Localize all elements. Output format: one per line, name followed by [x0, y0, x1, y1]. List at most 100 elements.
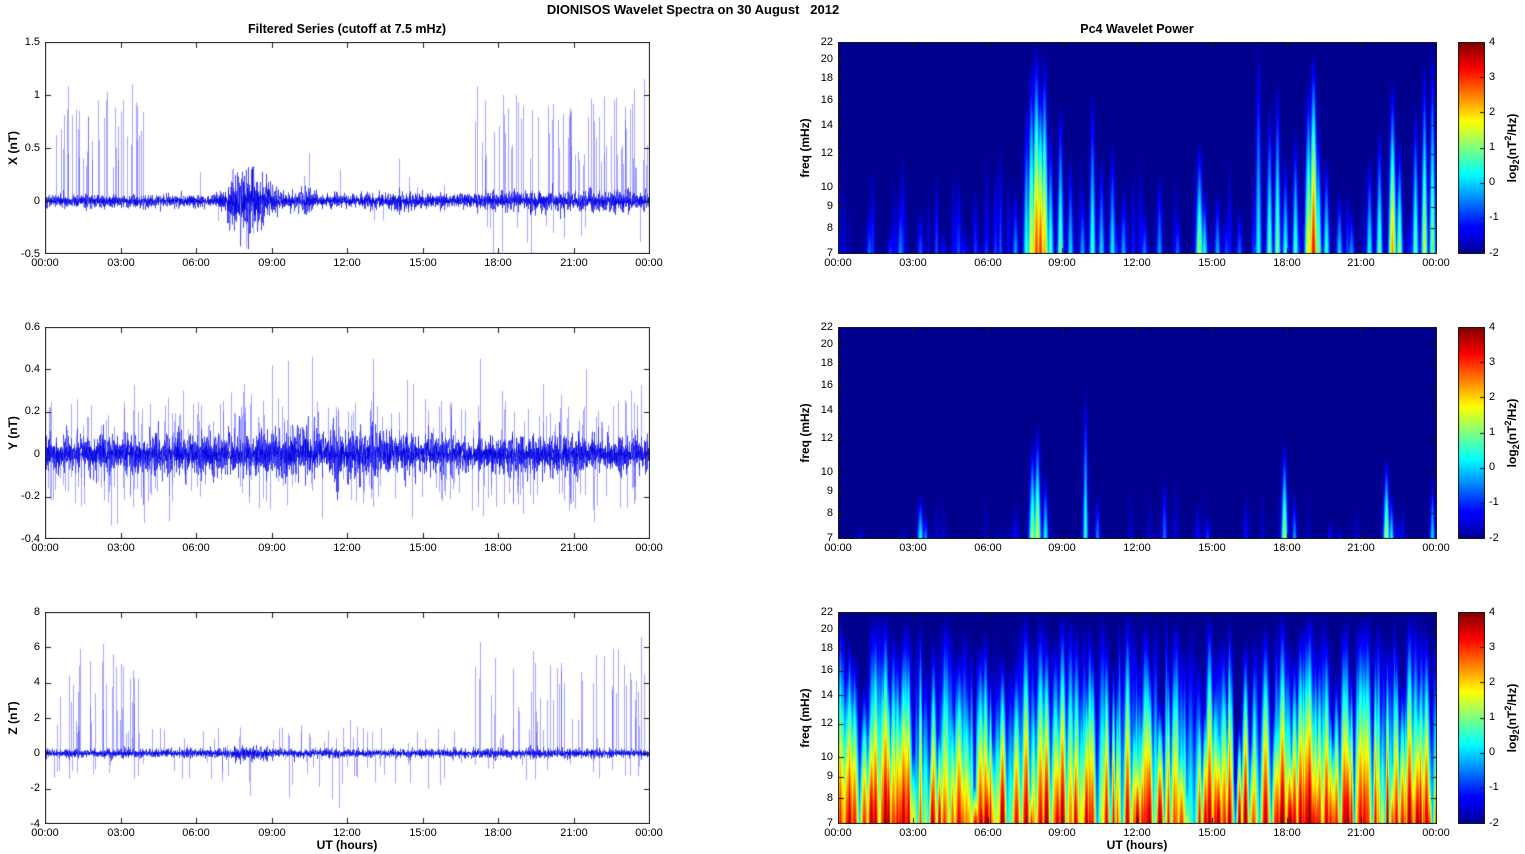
- x-tick-label: 06:00: [182, 827, 210, 839]
- y-tick-label: 4: [33, 676, 40, 689]
- x-tick-label: 06:00: [974, 542, 1002, 554]
- x-tick-label: 00:00: [824, 827, 852, 839]
- y-tick-label: 16: [820, 94, 833, 107]
- y-tick-label: 22: [820, 605, 833, 618]
- z-filtered-series-canvas: [45, 612, 650, 824]
- y-tick-label: 2: [33, 711, 40, 724]
- x-tick-label: 03:00: [899, 257, 927, 269]
- colorbar-tick-label: 2: [1489, 675, 1496, 688]
- panel-z-wavelet-power: [838, 612, 1437, 824]
- y-tick-label: 1: [33, 88, 40, 101]
- x-tick-label: 21:00: [560, 827, 588, 839]
- x-tick-label: 00:00: [635, 542, 663, 554]
- x-tick-label: 00:00: [824, 542, 852, 554]
- y-tick-label: 18: [820, 72, 833, 85]
- x-tick-label: 06:00: [182, 542, 210, 554]
- x-tick-label: 12:00: [1123, 827, 1151, 839]
- y-tick-label: 9: [826, 200, 833, 213]
- x-tick-label: 09:00: [1048, 827, 1076, 839]
- colorbar-tick-label: 4: [1489, 320, 1496, 333]
- y-tick-label: 18: [820, 642, 833, 655]
- colorbar-x-canvas: [1458, 42, 1485, 254]
- x-tick-label: 15:00: [1198, 827, 1226, 839]
- x-tick-label: 21:00: [1347, 542, 1375, 554]
- x-tick-label: 03:00: [899, 827, 927, 839]
- y-tick-label: 14: [820, 688, 833, 701]
- x-tick-label: 18:00: [484, 827, 512, 839]
- x-wavelet-power-canvas: [838, 42, 1437, 254]
- x-tick-label: 00:00: [31, 542, 59, 554]
- colorbar-tick-label: 0: [1489, 461, 1496, 474]
- y-tick-label: 20: [820, 623, 833, 636]
- colorbar-tick-label: 4: [1489, 35, 1496, 48]
- y-tick-label: 7: [826, 816, 833, 829]
- x-tick-label: 00:00: [1422, 827, 1450, 839]
- x-tick-label: 09:00: [258, 827, 286, 839]
- colorbar-y: [1458, 327, 1485, 539]
- colorbar-x: [1458, 42, 1485, 254]
- colorbar-z-canvas: [1458, 612, 1485, 824]
- y-tick-label: -4: [30, 817, 40, 830]
- panel-y-filtered-series: [45, 327, 650, 539]
- x-tick-label: 15:00: [409, 257, 437, 269]
- colorbar-z: [1458, 612, 1485, 824]
- y-tick-label: 16: [820, 664, 833, 677]
- x-tick-label: 21:00: [560, 257, 588, 269]
- colorbar-tick-label: -2: [1489, 816, 1499, 829]
- colorbar-tick-label: 4: [1489, 605, 1496, 618]
- y-series-ylabel: Y (nT): [6, 416, 20, 450]
- colorbar-tick-label: -1: [1489, 781, 1499, 794]
- y-tick-label: 22: [820, 320, 833, 333]
- left-column-title: Filtered Series (cutoff at 7.5 mHz): [248, 22, 446, 36]
- colorbar-tick-label: 3: [1489, 640, 1496, 653]
- y-tick-label: 16: [820, 379, 833, 392]
- right-column-title: Pc4 Wavelet Power: [1080, 22, 1194, 36]
- colorbar-tick-label: 3: [1489, 70, 1496, 83]
- y-tick-label: 7: [826, 531, 833, 544]
- y-tick-label: 1.5: [24, 35, 40, 48]
- ut-hours-label-left: UT (hours): [316, 838, 378, 852]
- colorbar-tick-label: -2: [1489, 531, 1499, 544]
- y-tick-label: 20: [820, 338, 833, 351]
- colorbar-tick-label: 0: [1489, 746, 1496, 759]
- x-tick-label: 18:00: [1273, 542, 1301, 554]
- x-tick-label: 09:00: [1048, 542, 1076, 554]
- panel-x-wavelet-power: [838, 42, 1437, 254]
- colorbar-tick-label: -2: [1489, 246, 1499, 259]
- y-tick-label: 10: [820, 750, 833, 763]
- y-tick-label: 9: [826, 485, 833, 498]
- x-tick-label: 15:00: [409, 827, 437, 839]
- y-tick-label: 8: [826, 506, 833, 519]
- y-tick-label: 7: [826, 246, 833, 259]
- x-tick-label: 03:00: [107, 827, 135, 839]
- ut-hours-label-right: UT (hours): [1106, 838, 1168, 852]
- panel-z-filtered-series: [45, 612, 650, 824]
- x-tick-label: 21:00: [1347, 257, 1375, 269]
- y-tick-label: -0.2: [21, 490, 40, 503]
- y-tick-label: 10: [820, 465, 833, 478]
- y-tick-label: -0.4: [21, 532, 40, 545]
- y-tick-label: 0: [33, 194, 40, 207]
- y-tick-label: 0.2: [24, 405, 40, 418]
- colorbar-tick-label: 2: [1489, 390, 1496, 403]
- y-tick-label: 8: [33, 605, 40, 618]
- x-tick-label: 09:00: [258, 257, 286, 269]
- y-tick-label: 0.6: [24, 320, 40, 333]
- y-wavelet-power-canvas: [838, 327, 1437, 539]
- x-tick-label: 06:00: [182, 257, 210, 269]
- y-tick-label: -0.5: [21, 247, 40, 260]
- x-tick-label: 18:00: [1273, 257, 1301, 269]
- x-tick-label: 12:00: [333, 542, 361, 554]
- x-tick-label: 06:00: [974, 257, 1002, 269]
- y-tick-label: 0: [33, 746, 40, 759]
- colorbar-tick-label: 1: [1489, 426, 1496, 438]
- x-tick-label: 03:00: [107, 257, 135, 269]
- y-tick-label: 18: [820, 357, 833, 370]
- colorbar-tick-label: 0: [1489, 176, 1496, 189]
- x-tick-label: 12:00: [1123, 257, 1151, 269]
- x-tick-label: 09:00: [258, 542, 286, 554]
- x-tick-label: 18:00: [1273, 827, 1301, 839]
- y-tick-label: 6: [33, 640, 40, 653]
- figure-title: DIONISOS Wavelet Spectra on 30 August 20…: [546, 2, 840, 17]
